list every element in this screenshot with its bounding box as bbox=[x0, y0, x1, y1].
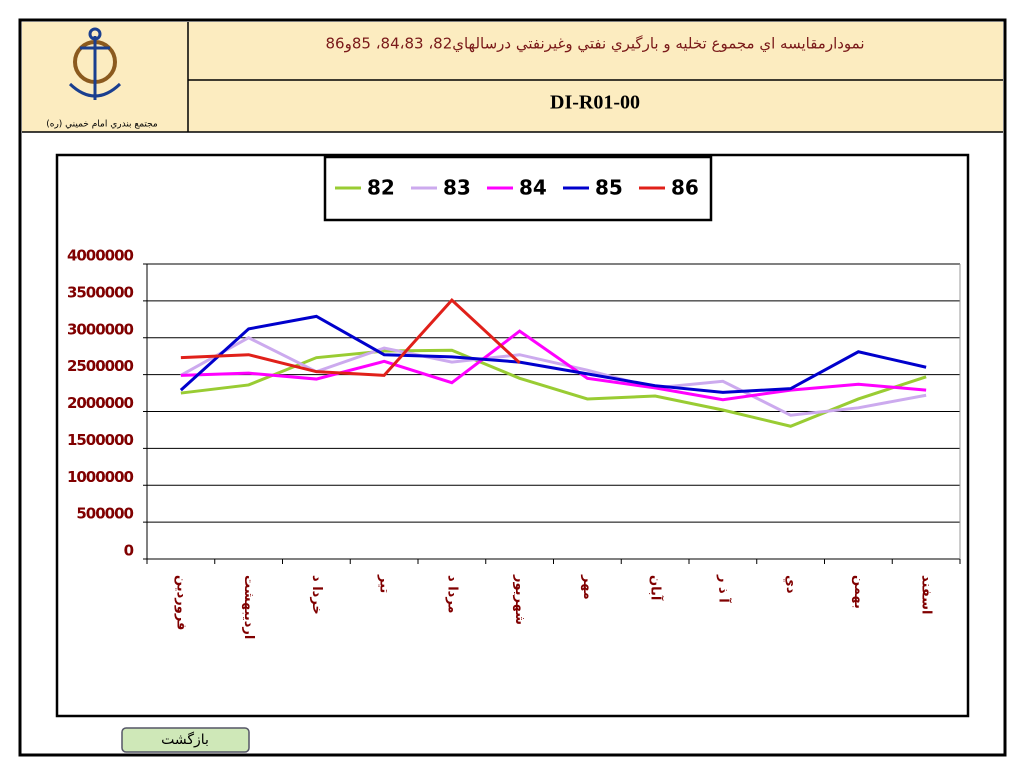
header-title: نمودارمقایسه اي مجموع تخليه و بارگيري نف… bbox=[325, 35, 864, 54]
legend-label: 85 bbox=[595, 176, 623, 200]
y-tick-label: 1000000 bbox=[67, 468, 134, 486]
series-line bbox=[180, 336, 927, 417]
series-line bbox=[180, 348, 927, 428]
chart-box bbox=[55, 153, 970, 718]
x-tick-label: دي bbox=[783, 575, 798, 594]
y-tick-label: 3500000 bbox=[67, 283, 134, 301]
series-line bbox=[180, 329, 927, 402]
y-tick-label: 2000000 bbox=[67, 394, 134, 412]
header-bg bbox=[22, 22, 1003, 132]
x-tick-label: مهر bbox=[580, 574, 595, 600]
x-tick-label: مردا د bbox=[444, 575, 459, 613]
back-button-bg[interactable] bbox=[121, 727, 250, 753]
y-tick-label: 2500000 bbox=[67, 357, 134, 375]
back-button-label[interactable]: بازگشت bbox=[161, 731, 209, 748]
x-tick-label: بهمن bbox=[851, 575, 866, 609]
legend-label: 82 bbox=[367, 176, 395, 200]
x-tick-label: تير bbox=[377, 574, 392, 593]
logo-caption: مجتمع بندري امام خميني (ره) bbox=[46, 120, 158, 130]
y-tick-label: 0 bbox=[124, 542, 134, 560]
logo bbox=[68, 27, 122, 100]
legend-label: 86 bbox=[671, 176, 699, 200]
y-tick-label: 1500000 bbox=[67, 431, 134, 449]
y-tick-label: 3000000 bbox=[67, 320, 134, 338]
y-tick-label: 4000000 bbox=[67, 247, 134, 265]
legend-label: 83 bbox=[443, 176, 471, 200]
legend-label: 84 bbox=[519, 176, 547, 200]
x-tick-label: ارديبهشت bbox=[241, 575, 256, 639]
x-tick-label: خردا د bbox=[309, 575, 324, 615]
back-button[interactable]: بازگشت bbox=[121, 727, 250, 753]
y-tick-label: 500000 bbox=[76, 505, 133, 523]
x-tick-label: آ ذ ر bbox=[715, 574, 732, 603]
x-tick-label: آبان bbox=[648, 575, 665, 601]
x-tick-label: شهريور bbox=[512, 574, 527, 625]
x-tick-label: اسفند bbox=[919, 575, 934, 614]
x-tick-label: فروردين bbox=[173, 575, 188, 630]
series-line bbox=[179, 314, 927, 394]
series-line bbox=[180, 298, 521, 377]
header-code: DI-R01-00 bbox=[550, 92, 640, 114]
